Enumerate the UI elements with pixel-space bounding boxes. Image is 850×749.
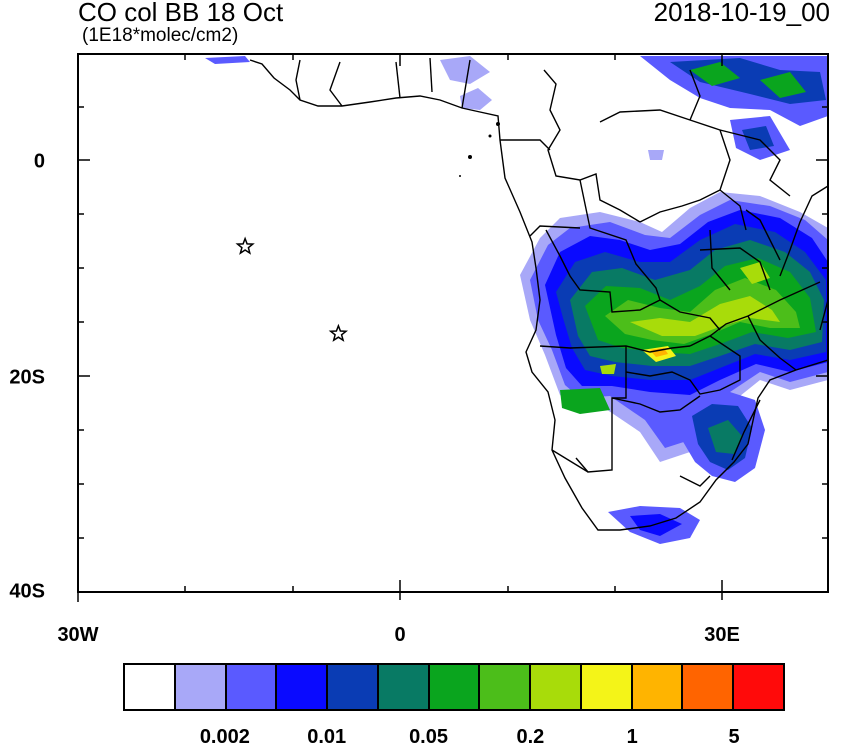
colorbar-swatch	[224, 665, 276, 709]
colorbar-swatch	[275, 665, 327, 709]
colorbar-swatch	[579, 665, 631, 709]
colorbar-level-label: 5	[728, 726, 740, 748]
lon-tick-label: 0	[394, 624, 406, 646]
colorbar-swatch	[326, 665, 377, 709]
plot-frame	[77, 53, 829, 593]
colorbar-swatch	[427, 665, 479, 709]
coastlines	[249, 57, 828, 531]
lat-tick-label: 20S	[9, 366, 45, 389]
map-plot-area	[205, 56, 828, 544]
tick-marks	[77, 54, 829, 602]
colorbar-swatch	[173, 665, 225, 709]
colorbar	[123, 663, 785, 711]
valid-time-label: 2018-10-19_00	[653, 0, 830, 27]
colorbar-swatch	[681, 665, 733, 709]
colorbar-level-label: 0.2	[516, 726, 545, 748]
lat-tick-label: 0	[33, 150, 45, 173]
colorbar-level-label: 0.01	[307, 726, 347, 748]
co-column-field	[205, 56, 828, 544]
units-label: (1E18*molec/cm2)	[82, 25, 239, 46]
lat-tick-label: 40S	[9, 580, 45, 603]
map-title: CO col BB 18 Oct	[78, 0, 284, 27]
colorbar-level-label: 0.002	[199, 726, 250, 748]
station-markers	[235, 236, 349, 342]
star-marker	[235, 236, 255, 255]
colorbar-swatch	[529, 665, 580, 709]
colorbar-swatch	[125, 665, 174, 709]
lon-tick-label: 30E	[704, 624, 740, 646]
lon-tick-label: 30W	[57, 624, 99, 646]
colorbar-swatch	[376, 665, 428, 709]
colorbar-swatch	[478, 665, 530, 709]
colorbar-level-label: 0.05	[409, 726, 448, 748]
islands	[459, 122, 500, 177]
colorbar-swatch	[630, 665, 682, 709]
star-marker	[328, 323, 349, 342]
colorbar-level-label: 1	[626, 726, 638, 748]
colorbar-swatch	[732, 665, 783, 709]
